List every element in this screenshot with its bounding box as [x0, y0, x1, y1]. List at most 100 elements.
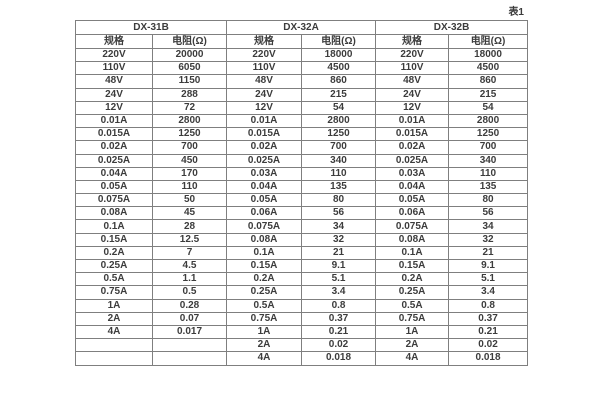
table-cell: 0.25A — [375, 285, 450, 300]
resistance-spec-table: DX-31B DX-32A DX-32B 规格 电阻(Ω) 规格 电阻(Ω) 规… — [74, 20, 529, 366]
table-row: 0.02A 700 0.02A 700 0.02A 700 — [75, 140, 529, 155]
table-cell: 32 — [448, 232, 529, 247]
table-cell: 0.15A — [226, 258, 303, 274]
table-cell: 220V — [375, 47, 450, 63]
table-cell: 0.02 — [448, 338, 529, 353]
table-row: 1A 0.28 0.5A 0.8 0.5A 0.8 — [75, 298, 529, 313]
table-cell: 700 — [301, 140, 377, 155]
table-cell: 0.21 — [301, 324, 377, 340]
table-cell: 1.1 — [151, 272, 228, 287]
table-row: 0.025A 450 0.025A 340 0.025A 340 — [75, 153, 529, 168]
table-cell: 72 — [151, 100, 228, 115]
table-cell: 0.37 — [301, 311, 377, 326]
table-cell: 21 — [448, 245, 529, 261]
table-cell: 170 — [151, 166, 228, 181]
table-cell: 0.018 — [448, 351, 529, 366]
table-cell: 5.1 — [301, 272, 377, 287]
table-cell: 18000 — [301, 47, 377, 63]
table-cell: 18000 — [448, 47, 529, 63]
table-row: 0.04A 170 0.03A 110 0.03A 110 — [75, 166, 529, 181]
table-cell: 3.4 — [301, 285, 377, 300]
table-cell: 0.015A — [75, 127, 153, 142]
table-cell: 110 — [448, 166, 529, 181]
table-cell: 0.75A — [75, 285, 153, 300]
col-header-resistance-dx31b: 电阻(Ω) — [151, 34, 228, 49]
table-cell: 54 — [301, 100, 377, 115]
table-cell: 0.2A — [75, 245, 153, 261]
table-cell: 2800 — [301, 113, 377, 129]
table-cell: 45 — [151, 206, 228, 221]
table-cell: 0.015A — [375, 127, 450, 142]
table-row: 0.15A 12.5 0.08A 32 0.08A 32 — [75, 232, 529, 247]
table-cell: 0.03A — [375, 166, 450, 181]
table-row: 2A 0.02 2A 0.02 — [75, 338, 529, 353]
table-cell: 0.07 — [151, 311, 228, 326]
table-cell: 0.5 — [151, 285, 228, 300]
table-cell: 20000 — [151, 47, 228, 63]
table-cell: 220V — [75, 47, 153, 63]
group-header-dx32b: DX-32B — [375, 20, 529, 35]
table-cell: 80 — [448, 193, 529, 208]
table-cell: 56 — [301, 206, 377, 221]
table-cell: 0.8 — [448, 298, 529, 313]
table-cell: 4A — [375, 351, 450, 366]
col-header-spec-dx32a: 规格 — [226, 34, 303, 49]
table-cell: 288 — [151, 87, 228, 102]
table-cell: 0.02A — [375, 140, 450, 155]
table-row: 24V 288 24V 215 24V 215 — [75, 87, 529, 102]
table-cell: 110V — [226, 61, 303, 76]
table-cell: 2A — [375, 338, 450, 353]
table-cell: 0.05A — [375, 193, 450, 208]
table-row: 2A 0.07 0.75A 0.37 0.75A 0.37 — [75, 311, 529, 326]
table-cell: 1A — [226, 324, 303, 340]
table-cell: 700 — [448, 140, 529, 155]
table-cell: 0.02A — [226, 140, 303, 155]
table-cell: 0.8 — [301, 298, 377, 313]
table-cell: 0.04A — [75, 166, 153, 181]
table-row: 0.05A 110 0.04A 135 0.04A 135 — [75, 179, 529, 195]
table-row: 12V 72 12V 54 12V 54 — [75, 100, 529, 115]
group-header-dx31b: DX-31B — [74, 20, 228, 35]
table-row: 0.1A 28 0.075A 34 0.075A 34 — [75, 219, 529, 234]
col-header-spec-dx31b: 规格 — [75, 34, 153, 49]
table-row: 0.01A 2800 0.01A 2800 0.01A 2800 — [75, 113, 529, 129]
table-cell: 110V — [75, 61, 153, 76]
table-cell: 220V — [226, 47, 303, 63]
col-header-resistance-dx32a: 电阻(Ω) — [301, 34, 377, 49]
table-cell: 12V — [226, 100, 303, 115]
column-header-row: 规格 电阻(Ω) 规格 电阻(Ω) 规格 电阻(Ω) — [75, 34, 529, 49]
group-header-row: DX-31B DX-32A DX-32B — [74, 20, 529, 35]
table-row: 0.075A 50 0.05A 80 0.05A 80 — [75, 193, 529, 208]
table-cell: 110V — [375, 61, 450, 76]
table-row: 0.08A 45 0.06A 56 0.06A 56 — [75, 206, 529, 221]
table-cell: 0.02A — [75, 140, 153, 155]
table-cell: 0.08A — [375, 232, 450, 247]
table-cell: 0.05A — [75, 179, 153, 195]
table-cell: 215 — [301, 87, 377, 102]
table-cell: 0.02 — [301, 338, 377, 353]
table-cell: 0.08A — [75, 206, 153, 221]
table-cell: 0.025A — [75, 153, 153, 168]
table-cell: 2800 — [151, 113, 228, 129]
table-cell: 4500 — [301, 61, 377, 76]
table-cell: 0.15A — [75, 232, 153, 247]
col-header-resistance-dx32b: 电阻(Ω) — [448, 34, 529, 49]
table-cell: 0.5A — [375, 298, 450, 313]
table-cell: 0.075A — [75, 193, 153, 208]
table-cell: 9.1 — [301, 258, 377, 274]
table-cell: 135 — [448, 179, 529, 195]
table-cell — [75, 351, 153, 366]
table-row: 0.2A 7 0.1A 21 0.1A 21 — [75, 245, 529, 261]
table-body: 220V 20000 220V 18000 220V 18000 110V 6050 110V 4… — [75, 47, 529, 366]
table-cell: 34 — [448, 219, 529, 234]
table-cell: 0.01A — [226, 113, 303, 129]
table-cell: 860 — [301, 74, 377, 89]
table-cell: 24V — [75, 87, 153, 102]
table-cell — [151, 351, 228, 366]
table-cell: 0.1A — [375, 245, 450, 261]
table-cell: 7 — [151, 245, 228, 261]
table-cell: 4A — [75, 324, 153, 340]
table-cell: 0.05A — [226, 193, 303, 208]
table-cell: 0.75A — [375, 311, 450, 326]
